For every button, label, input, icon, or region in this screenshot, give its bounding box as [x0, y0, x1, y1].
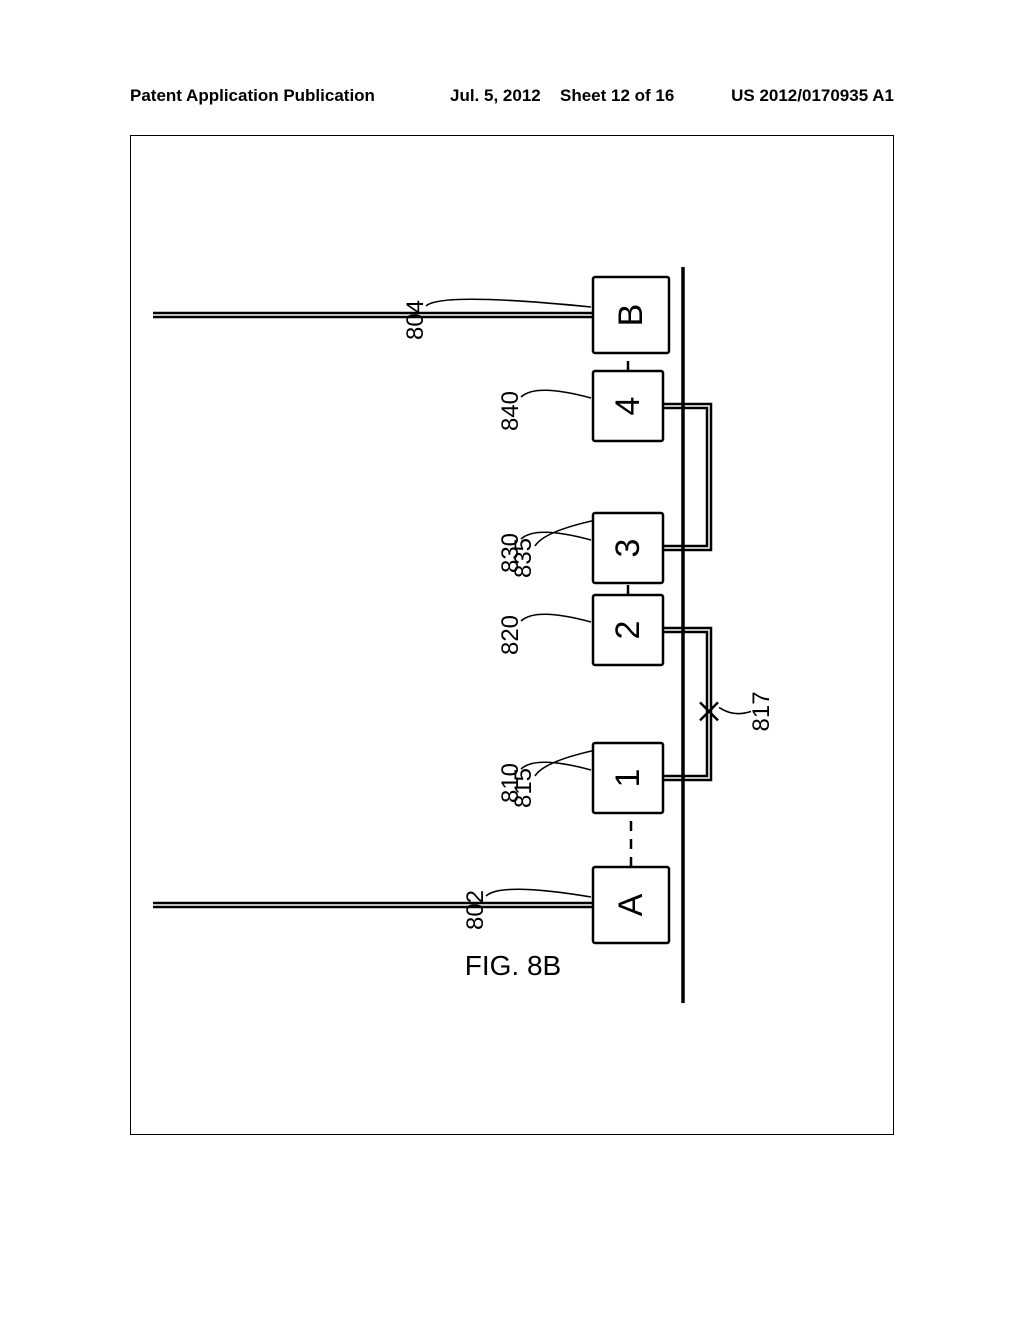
figure-8b: 815817835A8021810282038304840B804 FIG. 8… [135, 140, 891, 1130]
header-sheet: Sheet 12 of 16 [560, 86, 674, 106]
ref-label-802: 802 [462, 890, 489, 930]
ref-label-804: 804 [402, 300, 429, 340]
figure-caption: FIG. 8B [465, 950, 561, 982]
figure-rotated-group: 815817835A8021810282038304840B804 [153, 267, 775, 1003]
node-A: A [612, 893, 650, 916]
header-date: Jul. 5, 2012 [450, 86, 541, 106]
ref-label-817: 817 [748, 691, 775, 731]
header-pubno: US 2012/0170935 A1 [731, 86, 894, 106]
node-4: 4 [609, 397, 647, 416]
node-B: B [612, 304, 650, 327]
page-header: Patent Application Publication Jul. 5, 2… [0, 86, 1024, 116]
node-3: 3 [609, 539, 647, 558]
ref-label-840: 840 [497, 391, 524, 431]
page: Patent Application Publication Jul. 5, 2… [0, 0, 1024, 1320]
node-2: 2 [609, 621, 647, 640]
ref-label-830: 830 [497, 533, 524, 573]
ref-label-820: 820 [497, 615, 524, 655]
node-1: 1 [609, 769, 647, 788]
ref-label-810: 810 [497, 763, 524, 803]
header-publication: Patent Application Publication [130, 86, 375, 106]
